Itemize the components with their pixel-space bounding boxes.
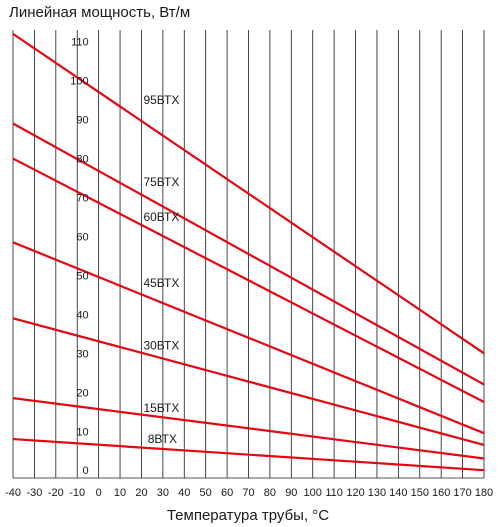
y-tick-label: 90 <box>76 115 88 127</box>
y-tick-label: 100 <box>70 76 88 88</box>
series-label: 45ВТХ <box>143 276 179 290</box>
x-tick-label: 80 <box>264 487 276 499</box>
y-tick-label: 30 <box>76 348 88 360</box>
series-line <box>12 317 485 446</box>
x-tick-label: 120 <box>346 487 364 499</box>
series-line <box>12 241 485 435</box>
x-tick-label: 130 <box>368 487 386 499</box>
x-tick-label: 90 <box>285 487 297 499</box>
x-tick-label: 140 <box>389 487 407 499</box>
x-tick-label: 40 <box>178 487 190 499</box>
x-tick-label: 20 <box>135 487 147 499</box>
y-tick-label: 0 <box>83 465 89 477</box>
y-tick-label: 80 <box>76 154 88 166</box>
x-tick-label: 180 <box>475 487 493 499</box>
series-label: 15ВТХ <box>143 401 179 415</box>
series-label: 8ВТХ <box>148 432 177 446</box>
x-tick-label: 160 <box>432 487 450 499</box>
y-tick-label: 60 <box>76 231 88 243</box>
x-tick-label: -20 <box>48 487 64 499</box>
y-tick-label: 40 <box>76 309 88 321</box>
y-tick-label: 110 <box>71 37 89 49</box>
series-line <box>12 122 485 386</box>
x-axis-title: Температура трубы, °С <box>167 507 329 524</box>
series-lines <box>12 32 485 472</box>
x-tick-label: 30 <box>157 487 169 499</box>
x-tick-label: -40 <box>5 487 21 499</box>
y-tick-label: 50 <box>76 270 88 282</box>
y-axis-title: Линейная мощность, Вт/м <box>9 4 190 21</box>
x-tick-label: 70 <box>242 487 254 499</box>
series-labels: 95ВТХ 75ВТХ 60ВТХ 45ВТХ 30ВТХ 15ВТХ 8ВТХ <box>143 93 179 446</box>
y-tick-label: 20 <box>76 387 88 399</box>
x-tick-label: 60 <box>221 487 233 499</box>
x-tick-label: 110 <box>325 487 343 499</box>
series-line <box>12 397 485 460</box>
x-tick-label: 150 <box>411 487 429 499</box>
series-label: 60ВТХ <box>143 210 179 224</box>
series-label: 30ВТХ <box>143 338 179 352</box>
x-tick-label: 100 <box>304 487 322 499</box>
grid <box>12 30 485 479</box>
x-tick-label: 10 <box>114 487 126 499</box>
series-label: 75ВТХ <box>143 175 179 189</box>
x-tick-label: -30 <box>26 487 42 499</box>
y-tick-label: 10 <box>76 426 88 438</box>
y-tick-label: 70 <box>76 193 88 205</box>
series-line <box>12 437 485 472</box>
x-tick-label: 170 <box>453 487 471 499</box>
series-line <box>12 157 485 404</box>
series-label: 95ВТХ <box>143 93 179 107</box>
series-line <box>12 32 485 355</box>
tick-labels: -40 -30 -20 -10 0 10 20 30 40 50 60 70 80 90 100 110 120… <box>5 37 493 499</box>
x-tick-label: 50 <box>200 487 212 499</box>
x-tick-label: 0 <box>96 487 102 499</box>
x-tick-label: -10 <box>69 487 85 499</box>
